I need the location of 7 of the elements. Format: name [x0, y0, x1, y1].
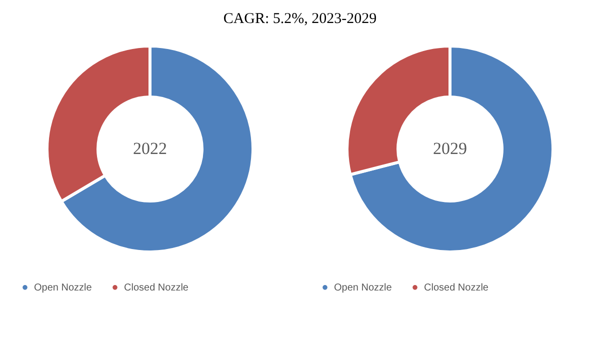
text: CAGR: 5.2%, 2023-2029	[222, 10, 378, 29]
legend-label: Open Nozzle	[34, 282, 92, 294]
text: 2029	[433, 139, 467, 158]
text: 2022	[133, 139, 167, 158]
legend-label: Closed Nozzle	[124, 282, 189, 294]
legend-label: Open Nozzle	[334, 282, 392, 294]
legend-label: Closed Nozzle	[424, 282, 489, 294]
